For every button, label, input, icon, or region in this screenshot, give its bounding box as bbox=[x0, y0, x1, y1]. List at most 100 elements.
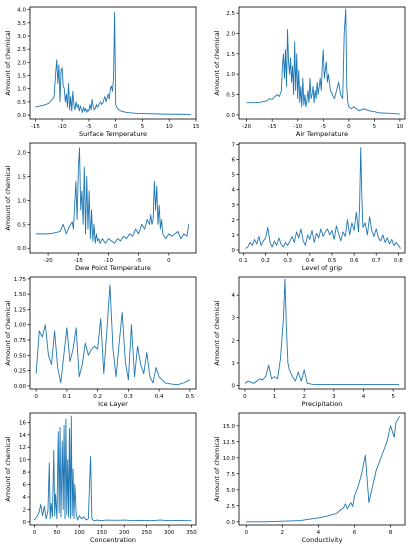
x-tick-label: 0 bbox=[114, 124, 118, 130]
y-tick-label: 10 bbox=[19, 458, 26, 464]
x-tick-label: 0.4 bbox=[305, 258, 314, 264]
subplot-3: -20 -15 -10 -5 0 0.0 0.5 1.0 1.5 2.0 Dew Point Tem… bbox=[4, 142, 197, 272]
subplot-6: 0 1 2 3 4 5 0 1 2 3 4 Precipitation Amount of chemic… bbox=[213, 276, 406, 408]
y-tick-label: 2.5 bbox=[17, 47, 26, 53]
x-axis-title: Concentration bbox=[90, 536, 136, 544]
y-tick-label: 0 bbox=[232, 384, 236, 390]
y-tick-label: 3 bbox=[232, 203, 236, 209]
x-tick-label: 100 bbox=[74, 530, 85, 536]
series-line bbox=[244, 278, 400, 385]
x-tick-label: -15 bbox=[31, 124, 40, 130]
x-tick-label: 0 bbox=[347, 124, 351, 130]
y-tick-label: 0.0 bbox=[226, 113, 235, 119]
y-tick-label: 1.0 bbox=[17, 198, 26, 204]
x-tick-label: 2 bbox=[281, 530, 285, 536]
x-tick-label: 0.6 bbox=[350, 258, 359, 264]
y-tick-label: 0.25 bbox=[14, 369, 27, 375]
y-tick-label: 2 bbox=[23, 507, 27, 513]
y-tick-label: 0.5 bbox=[17, 100, 26, 106]
x-tick-label: 200 bbox=[119, 530, 130, 536]
y-tick-label: 2.5 bbox=[226, 504, 235, 510]
x-tick-label: 0 bbox=[244, 530, 248, 536]
y-tick-label: 1.00 bbox=[14, 323, 27, 329]
x-tick-label: -10 bbox=[293, 124, 302, 130]
series-line bbox=[34, 415, 192, 522]
x-axis-title: Surface Temperature bbox=[79, 130, 147, 138]
series-line bbox=[246, 8, 400, 115]
subplot-8: 0 2 4 6 8 0.0 2.5 5.0 7.5 10.0 12.5 15.0 Conductivit… bbox=[213, 412, 406, 544]
y-tick-label: 2.5 bbox=[226, 11, 235, 17]
y-tick-label: 7 bbox=[232, 143, 236, 149]
y-tick-label: 3.0 bbox=[17, 34, 26, 40]
x-tick-label: 0.1 bbox=[63, 394, 72, 400]
y-tick-label: 0.00 bbox=[14, 384, 27, 390]
y-axis-title: Amount of chemical bbox=[4, 30, 12, 95]
x-tick-label: 300 bbox=[164, 530, 175, 536]
y-axis-title: Amount of chemical bbox=[213, 30, 221, 95]
y-tick-label: 4 bbox=[23, 495, 27, 501]
x-axis-title: Precipitation bbox=[302, 400, 343, 408]
y-tick-label: 3 bbox=[232, 316, 236, 322]
x-tick-label: 6 bbox=[353, 530, 357, 536]
x-tick-label: -5 bbox=[321, 124, 327, 130]
subplot-2: -20 -15 -10 -5 0 5 10 0.0 0.5 1.0 1.5 2.0 2.5 Air Tem… bbox=[213, 6, 406, 138]
x-tick-label: -10 bbox=[104, 258, 113, 264]
subplot-1: -15 -10 -5 0 5 10 15 0.0 0.5 1.0 1.5 2.0 2.5 3.0 3.5 4.… bbox=[4, 6, 200, 138]
y-tick-label: 2.0 bbox=[226, 31, 235, 37]
axes-frame bbox=[238, 142, 406, 254]
y-tick-label: 0.50 bbox=[14, 353, 27, 359]
y-tick-label: 12.5 bbox=[223, 440, 236, 446]
subplot-7: 0 50 100 150 200 250 300 350 0 2 4 6 8 10 12 14 16 Concen… bbox=[4, 412, 197, 544]
series-line bbox=[36, 147, 190, 244]
y-tick-label: 0.0 bbox=[17, 246, 26, 252]
y-tick-label: 1.50 bbox=[14, 292, 27, 298]
y-tick-label: 1.5 bbox=[17, 174, 26, 180]
x-tick-label: 3 bbox=[332, 394, 336, 400]
y-tick-label: 4 bbox=[232, 293, 236, 299]
x-tick-label: 0 bbox=[167, 258, 171, 264]
x-tick-label: 50 bbox=[53, 530, 60, 536]
x-tick-label: 350 bbox=[186, 530, 197, 536]
x-tick-label: 0.4 bbox=[155, 394, 164, 400]
x-tick-label: 8 bbox=[389, 530, 393, 536]
y-tick-label: 4 bbox=[232, 188, 236, 194]
x-tick-label: 0 bbox=[34, 394, 38, 400]
x-tick-label: 5 bbox=[391, 394, 395, 400]
x-axis-title: Air Temperature bbox=[296, 130, 348, 138]
series-line bbox=[35, 284, 191, 386]
axes-frame bbox=[29, 142, 197, 254]
x-tick-label: -10 bbox=[58, 124, 67, 130]
y-tick-label: 1.0 bbox=[226, 72, 235, 78]
series-line bbox=[246, 415, 400, 523]
x-axis-title: Dew Point Temperature bbox=[75, 264, 151, 272]
axes-frame bbox=[29, 6, 197, 120]
y-axis-title: Amount of chemical bbox=[213, 300, 221, 365]
x-tick-label: 4 bbox=[362, 394, 366, 400]
y-tick-label: 12 bbox=[19, 445, 26, 451]
axes-frame bbox=[29, 412, 197, 526]
series-line bbox=[245, 147, 401, 249]
axes-frame bbox=[238, 412, 406, 526]
series-line bbox=[35, 11, 191, 115]
y-tick-label: 16 bbox=[19, 420, 26, 426]
x-tick-label: 0.5 bbox=[185, 394, 194, 400]
x-tick-label: -5 bbox=[136, 258, 142, 264]
y-tick-label: 1 bbox=[232, 233, 236, 239]
x-tick-label: 0.5 bbox=[328, 258, 337, 264]
y-tick-label: 0.5 bbox=[226, 93, 235, 99]
subplot-4: 0.1 0.2 0.3 0.4 0.5 0.6 0.7 0.8 0 1 2 3 4 5 6 7 Level of… bbox=[232, 143, 406, 272]
x-tick-label: 150 bbox=[97, 530, 108, 536]
x-tick-label: 10 bbox=[166, 124, 173, 130]
y-tick-label: 0 bbox=[23, 520, 27, 526]
x-tick-label: 15 bbox=[193, 124, 200, 130]
x-tick-label: -20 bbox=[44, 258, 53, 264]
y-tick-label: 1.25 bbox=[14, 307, 27, 313]
x-tick-label: 10 bbox=[396, 124, 403, 130]
x-tick-label: 0.2 bbox=[261, 258, 270, 264]
y-tick-label: 4.0 bbox=[17, 8, 26, 14]
y-axis-title: Amount of chemical bbox=[4, 165, 12, 230]
y-axis-title: Amount of chemical bbox=[4, 300, 12, 365]
y-axis-title: Amount of chemical bbox=[4, 436, 12, 501]
y-tick-label: 0.75 bbox=[14, 338, 27, 344]
